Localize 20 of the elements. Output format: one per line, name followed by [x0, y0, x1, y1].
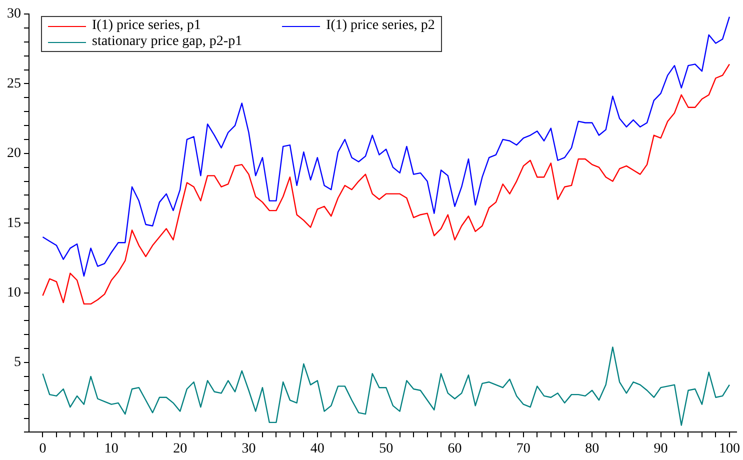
y-tick-label: 10	[7, 285, 21, 300]
x-tick-label: 90	[654, 441, 668, 456]
y-tick-label: 5	[14, 355, 21, 370]
legend-label: I(1) price series, p1	[92, 18, 201, 34]
x-tick-label: 10	[104, 441, 118, 456]
x-tick-label: 30	[242, 441, 256, 456]
legend-label: I(1) price series, p2	[326, 18, 435, 34]
x-tick-label: 50	[379, 441, 394, 456]
y-tick-label: 25	[7, 76, 21, 92]
x-tick-label: 0	[39, 441, 46, 456]
x-tick-label: 40	[310, 441, 324, 456]
x-tick-label: 100	[718, 441, 740, 456]
x-tick-label: 20	[173, 441, 188, 456]
y-tick-label: 30	[7, 6, 21, 22]
legend-label: stationary price gap, p2-p1	[92, 34, 242, 50]
x-tick-label: 80	[585, 441, 600, 456]
y-tick-label: 15	[7, 216, 21, 231]
x-tick-label: 70	[516, 441, 530, 456]
y-tick-label: 20	[7, 146, 21, 162]
x-tick-label: 60	[448, 441, 462, 456]
